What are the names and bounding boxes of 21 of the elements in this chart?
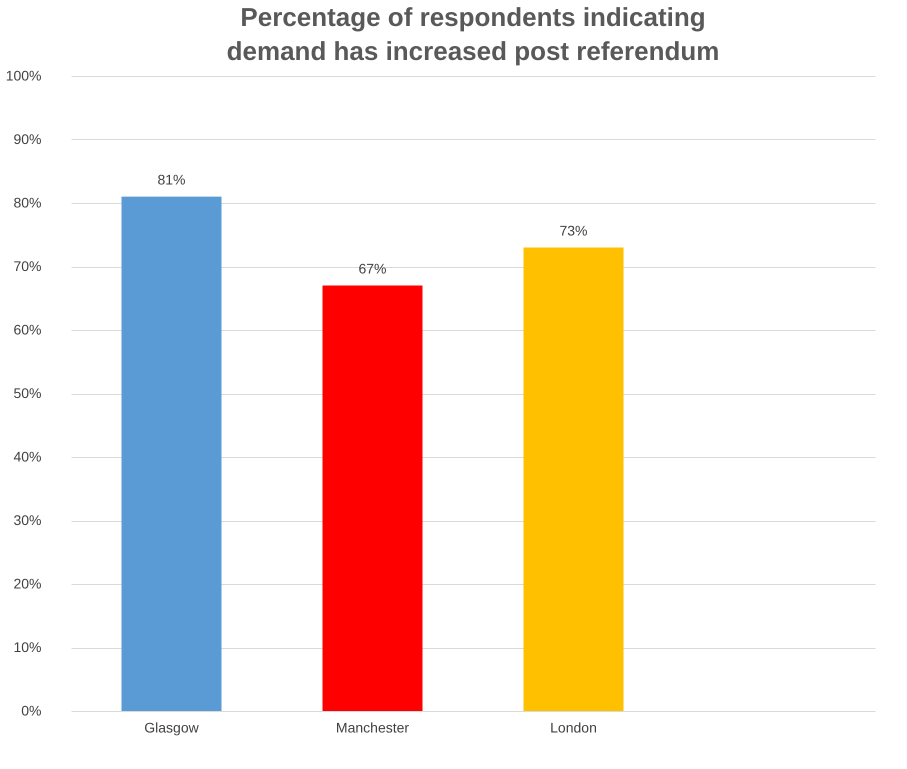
y-tick-label: 50% bbox=[13, 385, 42, 401]
y-tick-label: 20% bbox=[13, 576, 42, 592]
data-label: 73% bbox=[559, 222, 588, 238]
bar bbox=[322, 286, 422, 711]
y-tick-label: 80% bbox=[13, 194, 42, 210]
y-tick-label: 60% bbox=[13, 322, 42, 338]
bar bbox=[122, 196, 222, 711]
data-label: 67% bbox=[358, 260, 387, 277]
x-tick-label: Glasgow bbox=[144, 720, 200, 736]
x-tick-label: Manchester bbox=[336, 720, 410, 736]
y-tick-label: 30% bbox=[13, 512, 42, 528]
y-tick-label: 70% bbox=[13, 258, 42, 274]
y-tick-label: 10% bbox=[13, 639, 42, 655]
y-tick-label: 100% bbox=[6, 68, 42, 84]
chart-title: Percentage of respondents indicating demand has increased post referendum bbox=[226, 2, 720, 66]
data-label: 81% bbox=[157, 172, 186, 188]
y-tick-label: 90% bbox=[13, 131, 42, 147]
y-tick-label: 0% bbox=[21, 702, 42, 718]
x-tick-label: London bbox=[550, 720, 597, 736]
bar bbox=[524, 247, 624, 711]
y-tick-label: 40% bbox=[13, 448, 42, 464]
